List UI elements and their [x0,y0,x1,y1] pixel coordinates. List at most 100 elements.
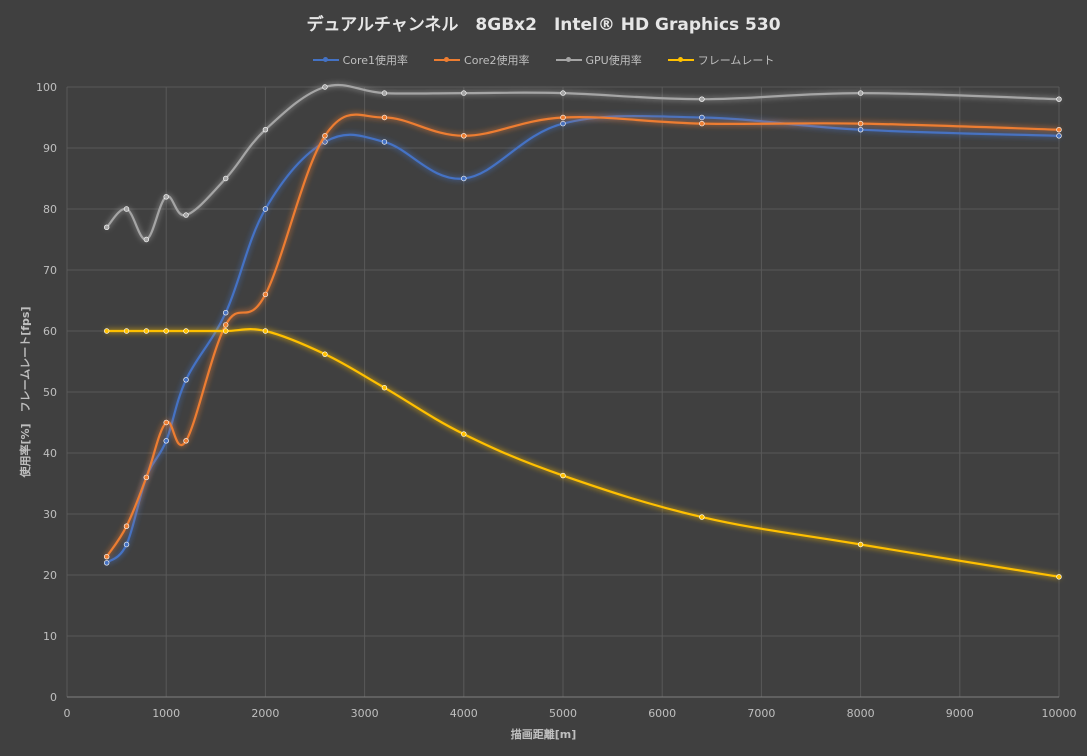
data-point [1056,126,1062,133]
chart-title: デュアルチャンネル 8GBx2 Intel® HD Graphics 530 [306,15,781,35]
data-point [123,541,130,548]
legend-swatch [434,55,461,65]
x-tick-label: 8000 [847,707,875,720]
data-point [183,212,189,218]
data-point [560,472,566,479]
data-point [143,474,150,481]
data-point [322,351,328,357]
series-4 [103,328,1062,580]
data-point [381,385,388,391]
data-point [143,328,150,334]
data-point [123,328,130,334]
y-tick-label: 10 [43,630,57,643]
data-point [381,114,388,121]
data-point [1056,96,1062,102]
data-point [183,438,189,444]
legend-label: GPU使用率 [585,54,642,67]
data-point [560,114,566,121]
series-line [105,328,1061,578]
legend-item: Core2使用率 [434,52,530,68]
data-point [1056,133,1062,139]
x-tick-label: 5000 [549,707,577,720]
legend-item: Core1使用率 [312,52,409,68]
data-point [699,514,705,520]
x-tick-label: 0 [64,707,71,720]
data-point [223,328,229,334]
y-tick-label: 90 [43,142,57,155]
series-2 [103,113,1062,560]
data-point [163,438,169,444]
y-tick-label: 80 [43,203,57,216]
data-point [461,431,467,437]
data-point [560,120,566,127]
data-point [322,84,328,90]
legend-label: Core2使用率 [464,54,530,67]
y-tick-label: 30 [43,508,57,521]
legend-label: Core1使用率 [342,54,409,67]
data-point [103,224,110,231]
data-point [322,139,328,145]
data-point [857,120,864,127]
series-1 [103,114,1062,566]
data-point [461,90,467,96]
data-point [262,328,269,334]
data-point [699,96,705,102]
data-point [461,175,467,182]
legend-swatch [312,55,339,65]
x-tick-label: 9000 [946,707,974,720]
y-tick-label: 60 [43,325,57,338]
data-point [857,126,864,133]
x-tick-label: 1000 [152,707,180,720]
series-line [105,83,1061,241]
x-axis-label: 描画距離[m] [510,728,577,741]
data-point [461,133,467,139]
data-point [857,90,864,96]
x-tick-label: 3000 [351,707,379,720]
data-point [381,90,388,96]
data-point [183,328,189,334]
data-point [262,206,269,212]
data-point [223,175,229,182]
data-point [857,541,864,548]
y-axis-label: 使用率[%] フレームレート[fps] [19,306,32,478]
data-point [223,322,229,328]
x-tick-label: 4000 [450,707,478,720]
data-point [699,114,705,121]
data-point [381,139,388,145]
y-tick-label: 50 [43,386,57,399]
y-tick-label: 100 [36,81,57,94]
data-point [103,553,110,560]
data-point [262,126,269,133]
legend-item: GPU使用率 [555,52,642,68]
data-point [103,328,110,334]
legend-item: フレームレート [667,52,775,68]
y-tick-label: 40 [43,447,57,460]
data-point [322,133,328,139]
legend-swatch [667,55,694,65]
series-line [105,113,1061,558]
y-tick-label: 0 [50,691,57,704]
legend-label: フレームレート [697,54,775,67]
x-tick-label: 7000 [747,707,775,720]
legend-swatch [555,55,582,65]
series-line [105,114,1061,564]
x-tick-label: 6000 [648,707,676,720]
data-point [183,377,189,383]
data-point [103,560,110,566]
legend: Core1使用率 Core2使用率 GPU使用率 フレームレート [0,52,1087,68]
series-3 [103,83,1062,243]
data-point [262,291,269,298]
data-point [699,120,705,127]
y-tick-label: 70 [43,264,57,277]
data-point [163,419,169,426]
data-point [123,523,130,529]
data-point [123,206,130,212]
data-point [1056,574,1062,580]
y-tick-label: 20 [43,569,57,582]
data-point [223,310,229,316]
x-tick-label: 10000 [1042,707,1077,720]
data-point [560,90,566,96]
data-point [143,236,150,243]
data-point [163,194,169,200]
